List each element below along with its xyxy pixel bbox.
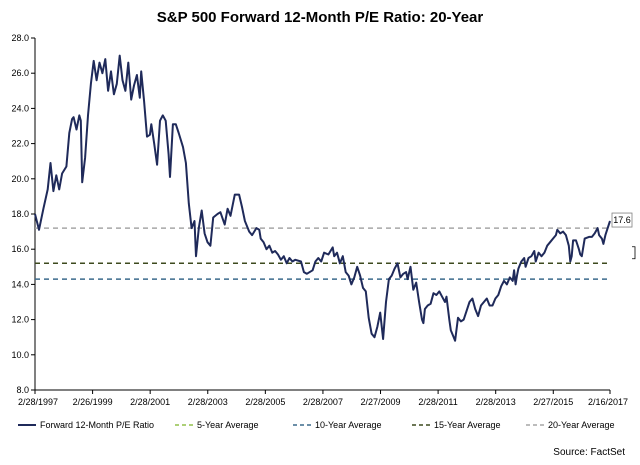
pe-ratio-line [34, 54, 611, 342]
y-tick-label: 12.0 [11, 315, 29, 325]
legend-label-1: 5-Year Average [197, 420, 259, 430]
y-tick-label: 20.0 [11, 174, 29, 184]
source-note: Source: FactSet [553, 447, 625, 458]
x-tick-label: 2/28/2003 [188, 397, 228, 407]
callout-box [611, 212, 633, 228]
x-tick-label: 2/27/2009 [360, 397, 400, 407]
y-tick-label: 22.0 [11, 139, 29, 149]
x-tick-label: 2/26/1999 [73, 397, 113, 407]
series-group [34, 54, 611, 342]
chart-title: S&P 500 Forward 12-Month P/E Ratio: 20-Y… [157, 9, 484, 26]
y-tick-label: 28.0 [11, 33, 29, 43]
legend-label-4: 20-Year Average [548, 420, 615, 430]
y-tick-label: 24.0 [11, 103, 29, 113]
x-tick-label: 2/27/2015 [533, 397, 573, 407]
legend: Forward 12-Month P/E Ratio 5-Year Average… [18, 420, 615, 430]
x-tick-label: 2/28/1997 [18, 397, 58, 407]
y-tick-label: 16.0 [11, 244, 29, 254]
x-tick-label: 2/16/2017 [588, 397, 628, 407]
y-tick-label: 10.0 [11, 350, 29, 360]
y-tick-label: 14.0 [11, 279, 29, 289]
x-axis: 2/28/1997 2/26/1999 2/28/2001 2/28/2003 2/28… [18, 389, 628, 407]
y-tick-label: 8.0 [16, 385, 29, 395]
callout-value: 17.6 [613, 215, 631, 225]
y-tick-label: 26.0 [11, 68, 29, 78]
legend-label-3: 15-Year Average [434, 420, 501, 430]
y-axis: 8.0 10.0 12.0 14.0 16.0 18.0 20.0 22.0 24.0 26.0 2… [11, 33, 36, 395]
last-value-callout: 17.6 [611, 212, 636, 260]
x-tick-label: 2/28/2007 [303, 397, 343, 407]
x-tick-label: 2/28/2001 [130, 397, 170, 407]
avg-bracket [632, 246, 636, 260]
y-tick-label: 18.0 [11, 209, 29, 219]
legend-label-0: Forward 12-Month P/E Ratio [40, 420, 154, 430]
x-tick-label: 2/28/2013 [476, 397, 516, 407]
x-tick-label: 2/28/2005 [245, 397, 285, 407]
x-tick-label: 2/28/2011 [418, 397, 457, 407]
legend-label-2: 10-Year Average [315, 420, 382, 430]
